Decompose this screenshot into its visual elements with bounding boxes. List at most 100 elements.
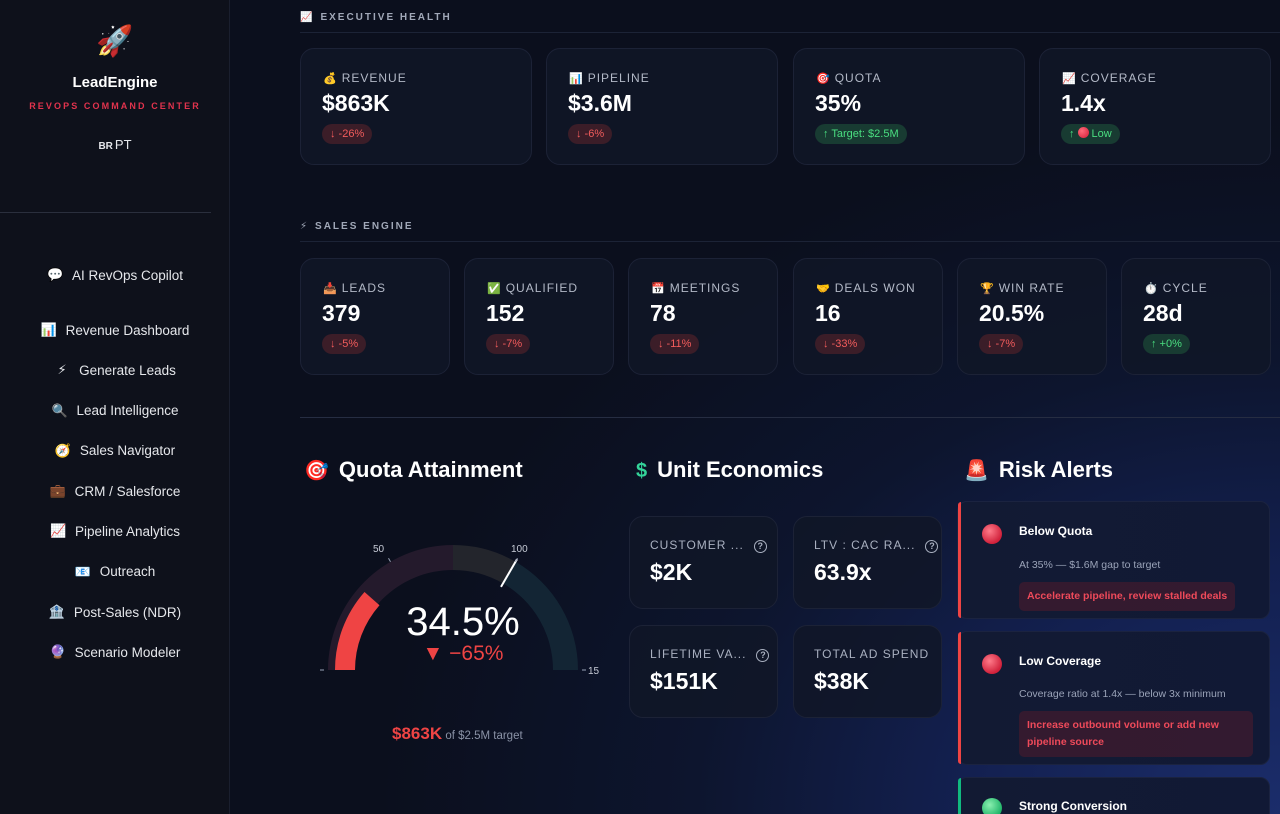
kpi-card-pipeline: 📊 PIPELINE $3.6M ↓ -6% [546,48,778,165]
sidebar-item-ai-revops-copilot[interactable]: 💬 AI RevOps Copilot [0,262,230,288]
metric-label: CUSTOMER ...? [650,538,767,553]
calendar-icon: 📅 [651,283,665,295]
kpi-label: 💰 REVENUE [323,71,407,85]
kpi-value: 78 [650,300,676,326]
quota-footer: $863K of $2.5M target [392,724,523,744]
trend-chart-icon: 📈 [1062,73,1076,85]
kpi-label: 📅 MEETINGS [651,281,741,295]
kpi-label: 📈 COVERAGE [1062,71,1157,85]
metric-card-total-ad-spend: TOTAL AD SPEND $38K [793,625,942,718]
sidebar-item-label: Generate Leads [79,362,176,378]
kpi-label: 📥 LEADS [323,281,387,295]
sidebar-item-label: Lead Intelligence [76,403,179,419]
briefcase-icon: 💼 [49,483,66,499]
section-divider [300,417,1280,418]
delta-badge: ↑ Target: $2.5M [815,124,907,144]
kpi-label: ✅ QUALIFIED [487,281,579,295]
kpi-value: 152 [486,300,525,326]
gauge-band-mid [453,545,516,584]
metric-card-customer-acquisition-cost: CUSTOMER ...? $2K [629,516,778,609]
sidebar-item-outreach[interactable]: 📧 Outreach [0,559,230,585]
delta-badge: ↓ -26% [322,124,373,144]
sidebar-item-label: CRM / Salesforce [74,483,181,499]
sidebar-item-scenario-modeler[interactable]: 🔮 Scenario Modeler [0,639,230,665]
alert-strong-conversion[interactable]: Strong Conversion [957,777,1270,814]
alert-severity-bar [958,778,961,814]
red-circle-icon [982,524,1002,544]
kpi-card-quota: 🎯 QUOTA 35% ↑ Target: $2.5M [793,48,1025,165]
alert-title: Below Quota [1019,524,1093,538]
delta-badge: ↓ -11% [650,334,700,354]
delta-badge: ↓ -7% [486,334,531,354]
delta-badge: ↓ -7% [979,334,1024,354]
quota-amount: $863K [392,724,443,743]
kpi-value: 20.5% [979,300,1045,326]
gauge-value-bar [335,592,380,670]
delta-badge: ↓ -33% [815,334,866,354]
alert-low-coverage[interactable]: Low Coverage Coverage ratio at 1.4x — be… [957,631,1270,765]
help-icon[interactable]: ? [925,540,939,553]
kpi-card-leads: 📥 LEADS 379 ↓ -5% [300,258,450,375]
money-bag-icon: 💰 [323,73,337,85]
bank-icon: 🏦 [48,604,66,620]
flag-icon: BR [98,141,113,152]
kpi-card-qualified: ✅ QUALIFIED 152 ↓ -7% [464,258,614,375]
metric-value: $2K [650,559,693,585]
lightning-icon: ⚡ [57,362,67,378]
kpi-value: 379 [322,300,361,326]
kpi-label: 📊 PIPELINE [569,71,650,85]
alert-severity-bar [958,632,961,764]
sidebar-item-lead-intelligence[interactable]: 🔍 Lead Intelligence [0,398,230,424]
magnifier-icon: 🔍 [51,402,68,418]
delta-badge: ↑ Low [1061,124,1120,144]
alert-title: Strong Conversion [1019,799,1128,813]
alert-action: Increase outbound volume or add new pipe… [1019,711,1253,757]
sidebar-item-label: Pipeline Analytics [74,523,181,539]
kpi-card-revenue: 💰 REVENUE $863K ↓ -26% [300,48,532,165]
red-circle-icon [1077,127,1089,138]
crystal-ball-icon: 🔮 [49,644,66,660]
email-icon: 📧 [74,563,91,579]
handshake-icon: 🤝 [816,283,830,295]
kpi-value: $863K [322,90,390,116]
help-icon[interactable]: ? [753,540,767,553]
metric-label: TOTAL AD SPEND [814,647,930,661]
gauge-tick-100: 100 [511,544,528,555]
sidebar-item-crm-salesforce[interactable]: 💼 CRM / Salesforce [0,478,230,504]
language-selector[interactable]: BR PT [0,137,230,152]
brand: 🚀 LeadEngine REVOPS COMMAND CENTER BR PT [0,24,230,152]
kpi-value: 28d [1143,300,1183,326]
gauge-band-high [503,561,578,670]
trend-chart-icon: 📈 [49,523,67,539]
stopwatch-icon: ⏱️ [1144,283,1158,295]
metric-card-ltv-cac-ratio: LTV : CAC RA...? 63.9x [793,516,942,609]
section-header-sales-engine: ⚡ SALES ENGINE [300,221,1280,242]
kpi-value: 1.4x [1061,90,1106,116]
gauge-threshold-marker [500,558,518,588]
check-mark-icon: ✅ [487,283,501,295]
sidebar-item-pipeline-analytics[interactable]: 📈 Pipeline Analytics [0,518,230,544]
delta-badge: ↑ +0% [1143,334,1190,354]
alert-below-quota[interactable]: Below Quota At 35% — $1.6M gap to target… [957,501,1270,619]
inbox-icon: 📥 [323,283,337,295]
red-circle-icon [982,654,1002,674]
rocket-icon: 🚀 [96,25,134,58]
sidebar-item-sales-navigator[interactable]: 🧭 Sales Navigator [0,438,230,464]
lightning-icon: ⚡ [300,221,308,232]
gauge-tick-50: 50 [373,544,385,555]
bar-chart-icon: 📊 [569,73,583,85]
sidebar-item-revenue-dashboard[interactable]: 📊 Revenue Dashboard [0,317,230,343]
gauge-value: 34.5% [406,600,520,644]
kpi-card-deals-won: 🤝 DEALS WON 16 ↓ -33% [793,258,943,375]
help-icon[interactable]: ? [756,649,770,662]
unit-economics-title: $ Unit Economics [636,457,824,482]
kpi-value: 16 [815,300,841,326]
app-title: LeadEngine [72,74,158,91]
sidebar-item-label: Scenario Modeler [74,644,181,660]
kpi-card-meetings: 📅 MEETINGS 78 ↓ -11% [628,258,778,375]
target-icon: 🎯 [816,73,830,85]
kpi-label: 🤝 DEALS WON [816,281,916,295]
alert-title: Low Coverage [1019,654,1102,668]
sidebar-item-generate-leads[interactable]: ⚡ Generate Leads [0,357,230,383]
sidebar-item-post-sales-ndr[interactable]: 🏦 Post-Sales (NDR) [0,599,230,625]
